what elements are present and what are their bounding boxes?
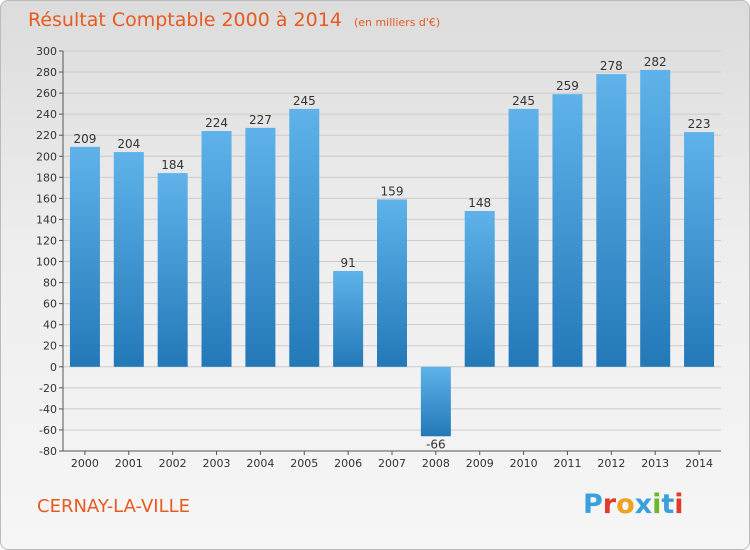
y-tick-label: -40	[39, 403, 57, 416]
bar-2013	[640, 69, 671, 367]
bar-2006	[333, 271, 364, 367]
bar-2012	[596, 74, 627, 367]
data-label-2004: 227	[249, 113, 272, 127]
x-tick-label-2004: 2004	[246, 457, 274, 470]
logo-letter: r	[602, 489, 617, 520]
title-text: Résultat Comptable 2000 à 2014	[28, 9, 342, 31]
data-label-2010: 245	[512, 94, 535, 108]
y-tick-label: 280	[36, 66, 57, 79]
logo-letter: i	[652, 489, 662, 520]
x-tick-label-2000: 2000	[71, 457, 99, 470]
bar-2000	[69, 146, 100, 367]
data-label-2014: 223	[688, 117, 711, 131]
bar-2001	[113, 152, 144, 367]
proxiti-logo[interactable]: Proxiti	[583, 489, 684, 520]
x-tick-label-2011: 2011	[553, 457, 581, 470]
data-label-2013: 282	[644, 55, 667, 69]
data-label-2011: 259	[556, 79, 579, 93]
data-label-2012: 278	[600, 59, 623, 73]
data-label-2005: 245	[293, 94, 316, 108]
x-tick-label-2002: 2002	[159, 457, 187, 470]
bar-2008	[420, 366, 451, 437]
data-label-2001: 204	[117, 137, 140, 151]
bar-2002	[157, 173, 188, 367]
y-tick-label: 160	[36, 192, 57, 205]
y-tick-label: 0	[50, 361, 57, 374]
y-tick-label: -20	[39, 382, 57, 395]
y-tick-label: 220	[36, 129, 57, 142]
y-tick-label: 260	[36, 87, 57, 100]
x-tick-label-2001: 2001	[115, 457, 143, 470]
logo-letter: o	[616, 489, 635, 520]
axes: -80-60-40-200204060801001201401601802002…	[36, 45, 721, 470]
bar-2011	[552, 94, 583, 367]
x-tick-label-2007: 2007	[378, 457, 406, 470]
y-tick-label: -80	[39, 445, 57, 458]
x-tick-label-2008: 2008	[422, 457, 450, 470]
y-tick-label: 40	[43, 319, 57, 332]
bars	[69, 69, 715, 437]
y-tick-label: 20	[43, 340, 57, 353]
logo-letter: x	[634, 489, 653, 520]
x-tick-label-2003: 2003	[203, 457, 231, 470]
y-tick-label: 180	[36, 171, 57, 184]
y-tick-label: 120	[36, 234, 57, 247]
y-tick-label: 100	[36, 256, 57, 269]
logo-letter: P	[583, 489, 603, 520]
chart-title: Résultat Comptable 2000 à 2014 (en milli…	[28, 9, 440, 31]
data-label-2000: 209	[73, 132, 96, 146]
x-tick-label-2010: 2010	[510, 457, 538, 470]
data-label-2007: 159	[381, 184, 404, 198]
y-tick-label: 200	[36, 150, 57, 163]
bar-2009	[464, 211, 495, 367]
y-tick-label: 300	[36, 45, 57, 58]
data-label-2008: -66	[426, 437, 446, 451]
logo-letter: i	[674, 489, 684, 520]
data-label-2002: 184	[161, 158, 184, 172]
x-tick-label-2006: 2006	[334, 457, 362, 470]
bar-2010	[508, 108, 539, 367]
bar-2003	[201, 131, 232, 367]
town-name: CERNAY-LA-VILLE	[37, 496, 191, 517]
x-tick-label-2005: 2005	[290, 457, 318, 470]
y-tick-label: 240	[36, 108, 57, 121]
title-unit: (en milliers d'€)	[353, 16, 441, 29]
x-tick-label-2014: 2014	[685, 457, 713, 470]
bar-2007	[377, 199, 407, 367]
x-tick-label-2012: 2012	[597, 457, 625, 470]
labels: 209 204 184 224 227 245 91 159 -66 148 245 259 278 28…	[73, 55, 710, 451]
y-tick-label: 140	[36, 213, 57, 226]
x-tick-label-2009: 2009	[466, 457, 494, 470]
bar-2014	[684, 132, 715, 367]
y-tick-label: -60	[39, 424, 57, 437]
bar-2004	[245, 127, 276, 367]
data-label-2006: 91	[340, 256, 355, 270]
data-label-2009: 148	[468, 196, 491, 210]
y-tick-label: 80	[43, 277, 57, 290]
x-tick-label-2013: 2013	[641, 457, 669, 470]
logo-letter: t	[661, 489, 675, 520]
bar-2005	[289, 108, 320, 367]
data-label-2003: 224	[205, 116, 228, 130]
y-tick-label: 60	[43, 298, 57, 311]
